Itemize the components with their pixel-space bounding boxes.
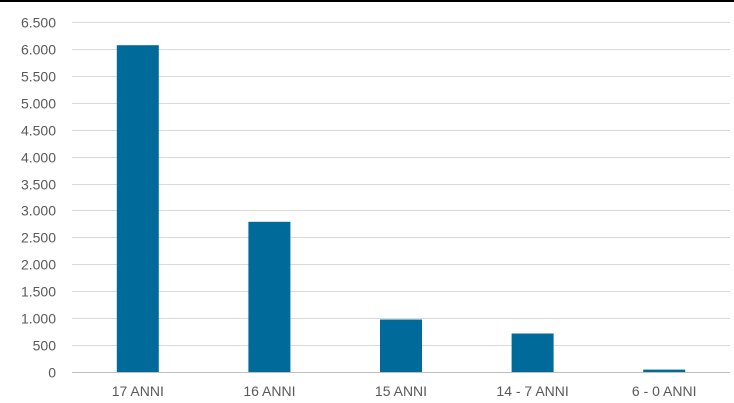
y-tick-label: 2.000 xyxy=(21,257,56,273)
y-tick-label: 5.500 xyxy=(21,69,56,85)
y-tick-label: 6.000 xyxy=(21,42,56,58)
x-category-label: 17 ANNI xyxy=(112,383,164,399)
y-tick-label: 3.000 xyxy=(21,203,56,219)
bar xyxy=(511,333,554,372)
y-tick-label: 5.000 xyxy=(21,96,56,112)
bars xyxy=(116,45,686,372)
x-category-label: 14 - 7 ANNI xyxy=(496,383,568,399)
x-axis-category-labels: 17 ANNI 16 ANNI 15 ANNI 14 - 7 ANNI 6 - 0 AN… xyxy=(112,383,697,399)
y-tick-label: 500 xyxy=(33,338,57,354)
y-axis-tick-labels: 0 500 1.000 1.500 2.000 2.500 3.000 3.500 4.000 4… xyxy=(21,15,56,381)
bar xyxy=(643,369,686,372)
y-tick-label: 6.500 xyxy=(21,15,56,31)
y-tick-label: 4.500 xyxy=(21,123,56,139)
top-border-line xyxy=(0,0,734,2)
bar xyxy=(248,221,291,372)
x-category-label: 6 - 0 ANNI xyxy=(632,383,697,399)
bar xyxy=(116,45,159,372)
y-tick-label: 4.000 xyxy=(21,150,56,166)
y-tick-label: 1.000 xyxy=(21,311,56,327)
y-tick-label: 3.500 xyxy=(21,177,56,193)
x-category-label: 16 ANNI xyxy=(243,383,295,399)
y-tick-label: 1.500 xyxy=(21,284,56,300)
gridlines xyxy=(72,22,730,373)
bar xyxy=(380,319,422,372)
y-tick-label: 2.500 xyxy=(21,230,56,246)
y-tick-label: 0 xyxy=(48,365,56,381)
x-category-label: 15 ANNI xyxy=(375,383,427,399)
